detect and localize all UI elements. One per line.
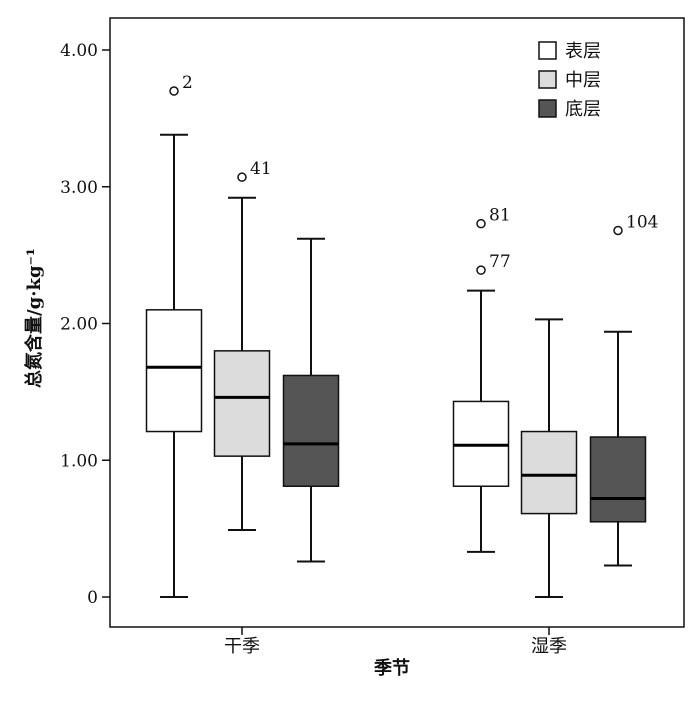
plot-frame bbox=[109, 17, 685, 628]
box-1-0: 41 bbox=[213, 159, 272, 531]
box-0-1: 77 81 bbox=[452, 206, 511, 553]
y-axis: 0 1.00 2.00 3.00 4.00 bbox=[60, 41, 110, 608]
legend-swatch bbox=[538, 41, 557, 60]
outlier-label: 2 bbox=[182, 73, 193, 93]
outlier-point bbox=[476, 218, 486, 229]
outlier-point bbox=[613, 225, 623, 236]
x-tick-label: 干季 bbox=[224, 636, 260, 657]
plot-border bbox=[109, 17, 685, 628]
outlier-point bbox=[476, 265, 486, 275]
iqr-box bbox=[282, 374, 340, 487]
legend-swatch bbox=[538, 70, 557, 89]
x-axis: 干季 湿季 bbox=[224, 627, 567, 657]
iqr-box bbox=[213, 350, 271, 457]
y-tick-label: 0 bbox=[87, 588, 98, 608]
box-2-0 bbox=[282, 237, 340, 563]
legend-label: 底层 bbox=[565, 99, 601, 120]
iqr-box bbox=[589, 436, 647, 523]
outlier-label: 41 bbox=[250, 159, 272, 179]
y-tick-label: 3.00 bbox=[60, 178, 98, 198]
y-tick-label: 4.00 bbox=[60, 41, 98, 61]
legend-label: 表层 bbox=[565, 41, 601, 62]
y-axis-title: 总氮含量/g·kg⁻¹ bbox=[23, 248, 45, 388]
box-2-1: 104 bbox=[589, 213, 658, 567]
x-axis-title: 季节 bbox=[374, 658, 410, 679]
outlier-label: 81 bbox=[489, 206, 511, 226]
y-tick-label: 2.00 bbox=[60, 315, 98, 335]
box-series-group: 2 77 81 41 104 bbox=[145, 73, 658, 598]
iqr-box bbox=[145, 309, 203, 433]
outlier-point bbox=[237, 172, 247, 182]
outlier-point bbox=[169, 86, 179, 96]
legend-swatch bbox=[538, 99, 557, 118]
y-tick-label: 1.00 bbox=[60, 451, 98, 471]
box-0-0: 2 bbox=[145, 73, 203, 598]
x-tick-label: 湿季 bbox=[531, 636, 567, 657]
box-1-1 bbox=[520, 318, 578, 598]
iqr-box bbox=[520, 430, 578, 515]
legend-label: 中层 bbox=[565, 70, 601, 91]
outlier-label: 77 bbox=[489, 252, 511, 272]
outlier-label: 104 bbox=[626, 213, 658, 233]
